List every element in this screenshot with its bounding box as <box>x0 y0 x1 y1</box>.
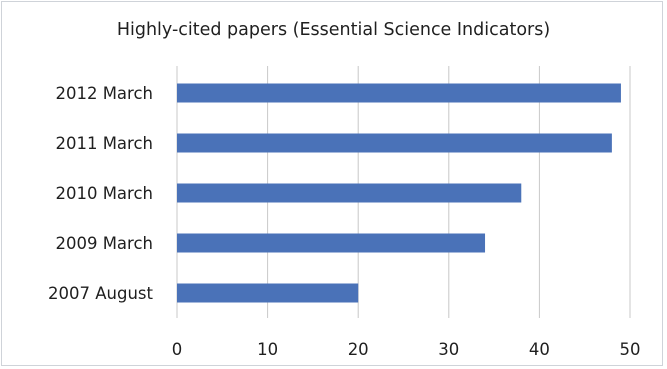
bar-2012-march <box>177 83 621 103</box>
bar-2009-march <box>177 233 486 253</box>
chart-title: Highly-cited papers (Essential Science I… <box>116 20 551 40</box>
bar-2010-march <box>177 183 522 203</box>
category-label-2011-march: 2011 March <box>55 134 153 153</box>
category-label-2012-march: 2012 March <box>55 84 153 103</box>
x-tick-label-10: 10 <box>257 340 278 359</box>
x-tick-label-0: 0 <box>172 340 183 359</box>
category-label-2009-march: 2009 March <box>55 234 153 253</box>
x-tick-label-30: 30 <box>438 340 459 359</box>
category-label-2010-march: 2010 March <box>55 184 153 203</box>
x-tick-label-40: 40 <box>529 340 550 359</box>
category-label-2007-august: 2007 August <box>48 284 154 303</box>
x-tick-labels: 0 10 20 30 40 50 <box>172 340 641 359</box>
bar-2011-march <box>177 133 612 153</box>
bars <box>177 83 621 303</box>
x-tick-label-50: 50 <box>620 340 641 359</box>
category-labels: 2012 March 2011 March 2010 March 2009 March… <box>48 84 154 303</box>
bar-2007-august <box>177 283 359 303</box>
x-tick-label-20: 20 <box>348 340 369 359</box>
